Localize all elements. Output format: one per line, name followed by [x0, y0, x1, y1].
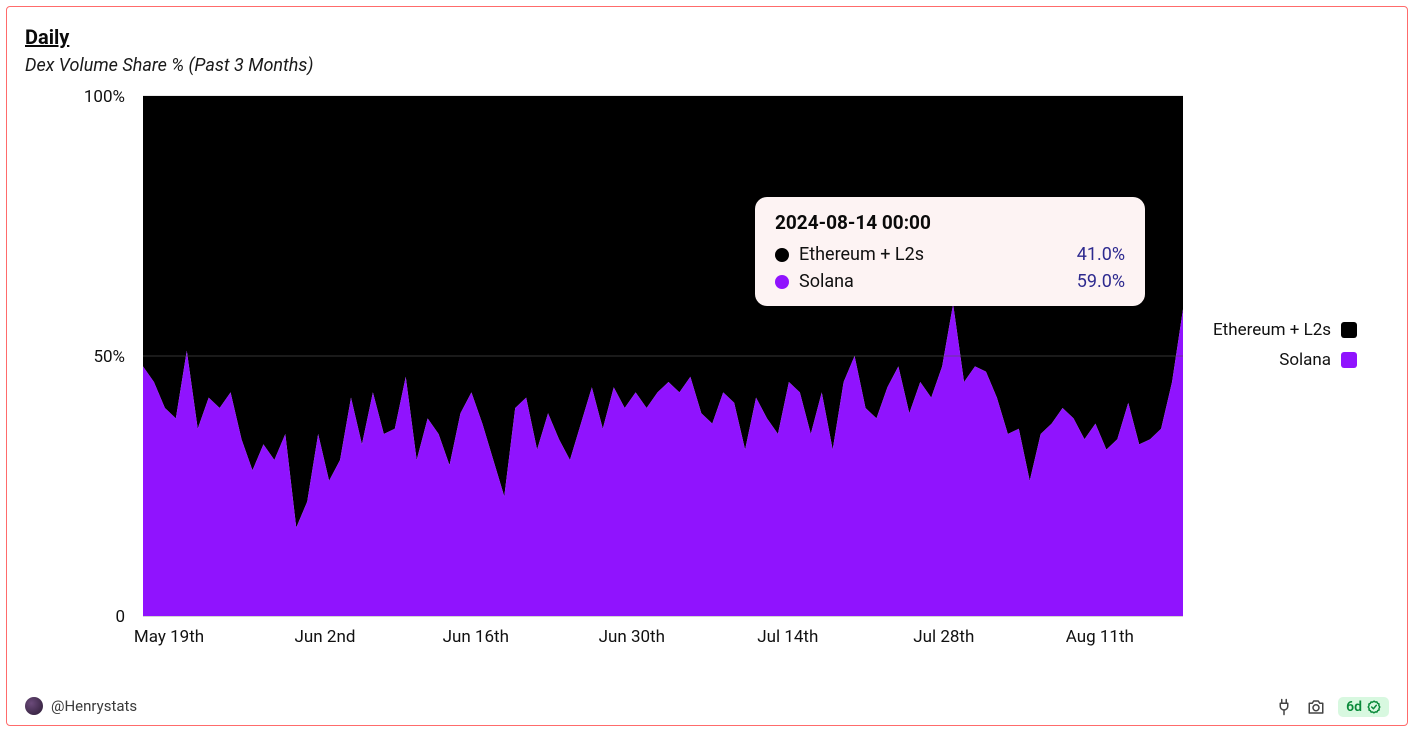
- chart-wrap: 050%100%DuneMay 19thJun 2ndJun 16thJun 3…: [25, 86, 1389, 646]
- svg-text:100%: 100%: [84, 87, 125, 107]
- chart-legend: Ethereum + L2s Solana: [1213, 320, 1357, 646]
- legend-item-solana[interactable]: Solana: [1213, 350, 1357, 370]
- tooltip-dot: [775, 275, 789, 289]
- tooltip-label: Solana: [799, 271, 1067, 292]
- camera-icon[interactable]: [1306, 697, 1326, 717]
- svg-text:Aug 11th: Aug 11th: [1066, 627, 1134, 646]
- tooltip-value: 41.0%: [1077, 244, 1125, 265]
- svg-text:Jun 2nd: Jun 2nd: [295, 627, 356, 646]
- tooltip-value: 59.0%: [1077, 271, 1125, 292]
- legend-label: Solana: [1279, 350, 1331, 370]
- legend-swatch: [1341, 322, 1357, 338]
- age-badge-text: 6d: [1346, 699, 1362, 715]
- chart-footer-left: @Henrystats: [25, 697, 137, 715]
- svg-text:50%: 50%: [93, 347, 125, 367]
- plug-icon[interactable]: [1274, 697, 1294, 717]
- chart-footer-right: 6d: [1274, 697, 1389, 717]
- chart-title[interactable]: Daily: [25, 25, 1389, 49]
- stacked-area-chart[interactable]: 050%100%DuneMay 19thJun 2ndJun 16thJun 3…: [25, 86, 1185, 646]
- check-badge-icon: [1367, 700, 1381, 714]
- tooltip-dot: [775, 248, 789, 262]
- svg-text:Jun 16th: Jun 16th: [443, 627, 509, 646]
- tooltip-label: Ethereum + L2s: [799, 244, 1067, 265]
- legend-label: Ethereum + L2s: [1213, 320, 1331, 340]
- legend-swatch: [1341, 352, 1357, 368]
- tooltip-row: Solana 59.0%: [775, 271, 1125, 292]
- author-avatar[interactable]: [25, 697, 43, 715]
- tooltip-title: 2024-08-14 00:00: [775, 211, 1125, 234]
- svg-text:Jun 30th: Jun 30th: [599, 627, 665, 646]
- age-badge[interactable]: 6d: [1338, 697, 1389, 717]
- svg-text:Jul 28th: Jul 28th: [913, 627, 974, 646]
- legend-item-ethereum[interactable]: Ethereum + L2s: [1213, 320, 1357, 340]
- chart-tooltip: 2024-08-14 00:00 Ethereum + L2s 41.0% So…: [755, 197, 1145, 306]
- svg-text:May 19th: May 19th: [134, 627, 204, 646]
- author-handle[interactable]: @Henrystats: [51, 697, 137, 715]
- tooltip-row: Ethereum + L2s 41.0%: [775, 244, 1125, 265]
- chart-card: Daily Dex Volume Share % (Past 3 Months)…: [6, 6, 1408, 726]
- svg-text:0: 0: [115, 607, 125, 627]
- chart-subtitle: Dex Volume Share % (Past 3 Months): [25, 55, 1389, 76]
- svg-text:Jul 14th: Jul 14th: [757, 627, 818, 646]
